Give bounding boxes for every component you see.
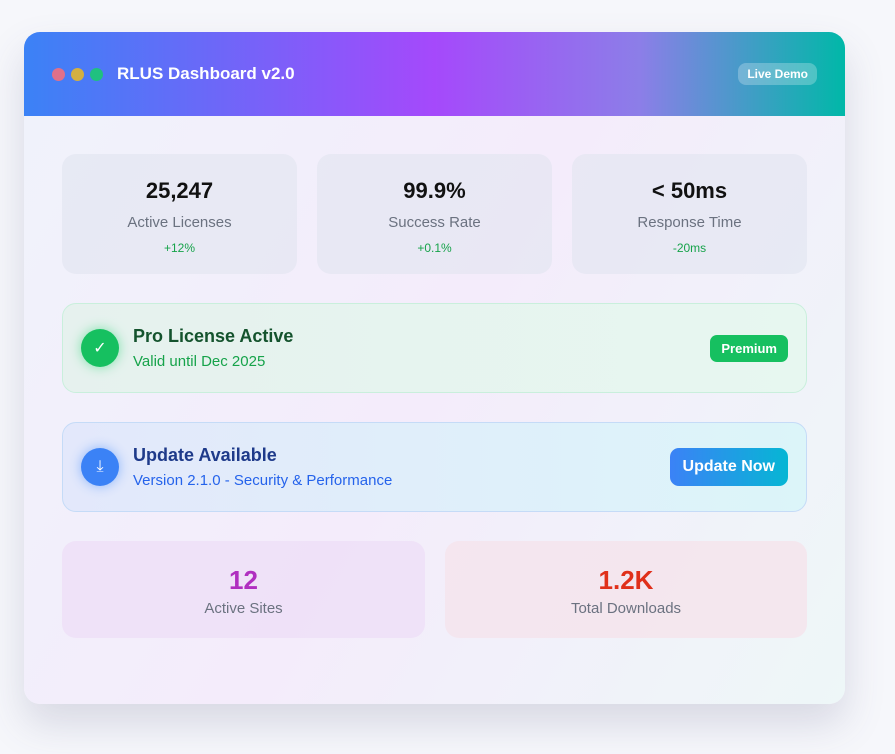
download-icon: ⤓ (81, 448, 119, 486)
active-sites-card: 12 Active Sites (62, 541, 425, 638)
live-demo-badge: Live Demo (738, 63, 817, 85)
stat-label: Response Time (637, 214, 742, 231)
license-banner: ✓ Pro License Active Valid until Dec 2025… (62, 303, 807, 393)
sites-label: Active Sites (204, 600, 283, 617)
app-title: RLUS Dashboard v2.0 (117, 64, 295, 83)
downloads-label: Total Downloads (570, 600, 682, 617)
stat-label: Success Rate (388, 214, 481, 231)
sites-value: 12 (229, 565, 258, 595)
total-downloads-card: 1.2K Total Downloads (445, 541, 807, 638)
update-title: Update Available (133, 445, 277, 465)
header: RLUS Dashboard v2.0 Live Demo (24, 32, 845, 116)
stat-change: +0.1% (417, 241, 452, 255)
minimize-dot-icon[interactable] (71, 67, 84, 81)
stat-label: Active Licenses (127, 214, 232, 231)
stat-change: -20ms (672, 241, 707, 255)
stat-card-active-licenses: 25,247 Active Licenses +12% (62, 154, 297, 274)
maximize-dot-icon[interactable] (90, 67, 103, 81)
stat-card-success-rate: 99.9% Success Rate +0.1% (317, 154, 552, 274)
check-icon: ✓ (81, 329, 119, 367)
update-now-button[interactable]: Update Now (669, 448, 788, 486)
premium-badge: Premium (710, 334, 788, 362)
dashboard-window: RLUS Dashboard v2.0 Live Demo 25,247 Acti… (24, 32, 845, 704)
stat-card-response-time: < 50ms Response Time -20ms (572, 154, 807, 274)
downloads-value: 1.2K (598, 565, 654, 595)
update-subtitle: Version 2.1.0 - Security & Performance (133, 472, 393, 489)
update-banner: ⤓ Update Available Version 2.1.0 - Securi… (62, 422, 807, 512)
license-subtitle: Valid until Dec 2025 (133, 353, 266, 370)
stat-value: 99.9% (403, 178, 466, 203)
close-dot-icon[interactable] (52, 67, 65, 81)
stat-value: < 50ms (651, 178, 728, 203)
stat-change: +12% (163, 241, 196, 255)
stat-value: 25,247 (145, 178, 214, 203)
license-title: Pro License Active (133, 326, 294, 346)
